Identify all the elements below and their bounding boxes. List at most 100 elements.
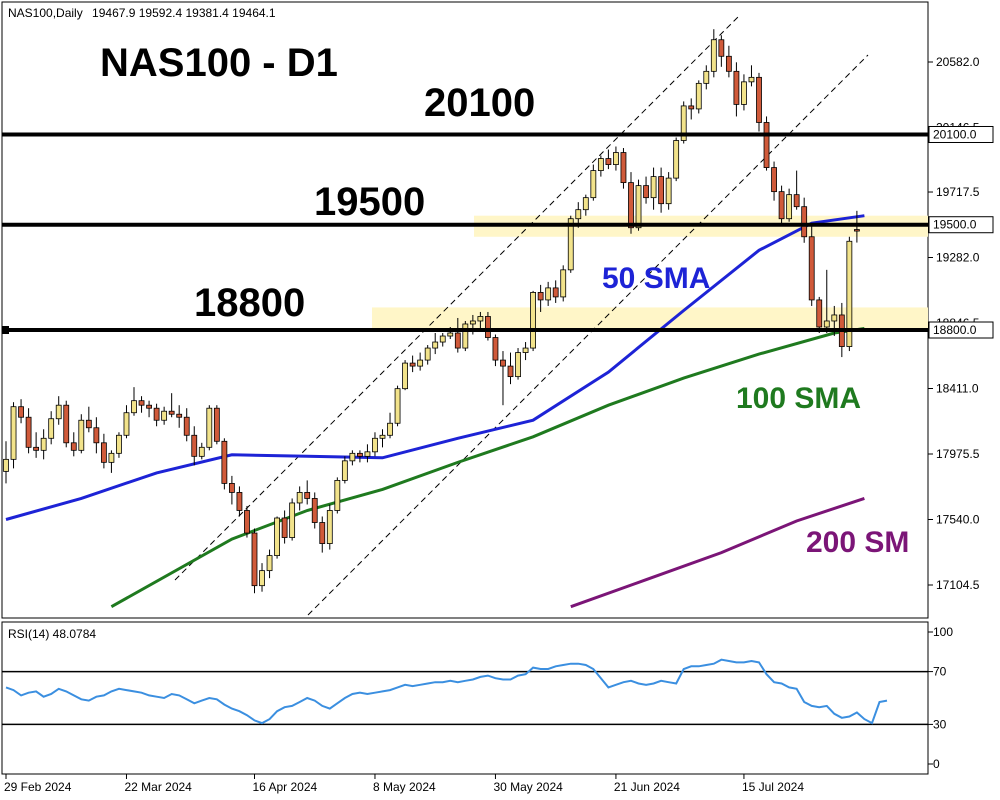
candle-bull	[432, 341, 439, 349]
candle	[259, 563, 265, 592]
candle-bull	[748, 76, 755, 83]
candle	[85, 406, 92, 433]
candle-bull	[10, 406, 17, 460]
candle	[515, 348, 521, 380]
time-tick-label: 16 Apr 2024	[252, 780, 317, 794]
candle	[266, 549, 273, 579]
candle-bear	[319, 522, 326, 544]
candle-bear	[778, 191, 785, 220]
candle-bear	[304, 492, 311, 499]
candle	[500, 351, 506, 406]
level-20100-label: 20100	[424, 81, 535, 125]
candle	[341, 456, 348, 484]
candle-bull	[567, 218, 574, 271]
candle	[613, 146, 619, 171]
price-tick-label: 17975.5	[936, 447, 980, 461]
candle-bear	[183, 416, 190, 436]
candle-bull	[417, 359, 424, 367]
candle-bear	[500, 359, 506, 367]
candle	[108, 450, 115, 473]
price-tick-label: 19717.5	[936, 185, 980, 199]
candle	[582, 194, 589, 216]
candle	[432, 333, 439, 355]
candle-bear	[485, 316, 491, 338]
candle-bear	[756, 76, 762, 123]
candle	[485, 311, 491, 341]
candle	[394, 385, 401, 427]
candle-bull	[560, 269, 567, 298]
candle-bull	[846, 240, 853, 347]
candle-bull	[372, 437, 378, 453]
time-axis: 29 Feb 2024 22 Mar 2024 16 Apr 2024 8 May 2…	[4, 774, 804, 794]
candle	[364, 444, 371, 463]
candle	[33, 432, 40, 458]
candle	[545, 281, 552, 306]
candle-bear	[357, 452, 363, 457]
candle	[387, 412, 393, 439]
candle-bear	[63, 404, 70, 444]
candle	[349, 450, 356, 466]
level-price-box-label: 19500.0	[933, 218, 977, 232]
candle	[409, 355, 416, 373]
candle	[778, 185, 785, 225]
rsi-tick-label: 70	[933, 665, 947, 679]
candle	[93, 417, 100, 454]
candle-bear	[409, 362, 416, 367]
horizontal-levels	[2, 132, 928, 335]
candle-bull	[530, 292, 536, 349]
candle	[733, 62, 740, 117]
candle	[763, 116, 770, 171]
candle	[372, 432, 378, 457]
candle-bull	[673, 140, 680, 179]
candle	[673, 137, 680, 182]
level-price-box	[928, 125, 994, 143]
candle-bull	[695, 82, 702, 110]
level-price-box	[928, 321, 994, 339]
candle	[417, 352, 424, 371]
candle	[168, 393, 175, 418]
sma200-label: 200 SM	[806, 526, 909, 559]
time-tick-label: 21 Jun 2024	[614, 780, 680, 794]
candle-bear	[85, 419, 92, 429]
candle-bear	[153, 407, 160, 421]
candle-bull	[364, 451, 371, 457]
candle-bear	[251, 532, 258, 587]
candle	[680, 101, 687, 144]
sma200-line	[570, 496, 865, 609]
candle-bear	[146, 404, 152, 409]
candle	[100, 433, 107, 469]
candle-bear	[537, 292, 544, 301]
rsi-axis: 100 70 30 0	[928, 625, 953, 771]
candle-bear	[454, 332, 461, 349]
rsi-tick-label: 0	[933, 757, 940, 771]
candle	[748, 65, 755, 87]
candle	[658, 167, 665, 213]
channel-upper-line	[174, 14, 741, 581]
candle-bull	[545, 287, 552, 301]
candle-bull	[123, 412, 130, 436]
candle	[281, 510, 288, 544]
candle-bull	[55, 404, 62, 420]
candle	[718, 35, 725, 67]
candle-bear	[605, 158, 612, 165]
candle-bull	[161, 410, 168, 421]
candle	[703, 65, 710, 90]
candle	[296, 486, 303, 511]
candle	[116, 432, 122, 458]
time-tick-label: 22 Mar 2024	[124, 780, 192, 794]
candle	[665, 172, 672, 210]
candle-bear	[492, 337, 499, 361]
candle	[244, 505, 250, 538]
candle-bull	[650, 176, 657, 199]
symbol-name: NAS100,Daily	[8, 6, 83, 20]
candle-bull	[590, 170, 597, 199]
trend-channel	[174, 14, 869, 616]
candle-bear	[507, 365, 514, 378]
candle	[221, 438, 228, 490]
candle-bull	[582, 197, 589, 211]
candle-bull	[131, 400, 137, 414]
candle	[213, 405, 220, 445]
candle	[138, 396, 145, 413]
candle	[643, 176, 649, 204]
